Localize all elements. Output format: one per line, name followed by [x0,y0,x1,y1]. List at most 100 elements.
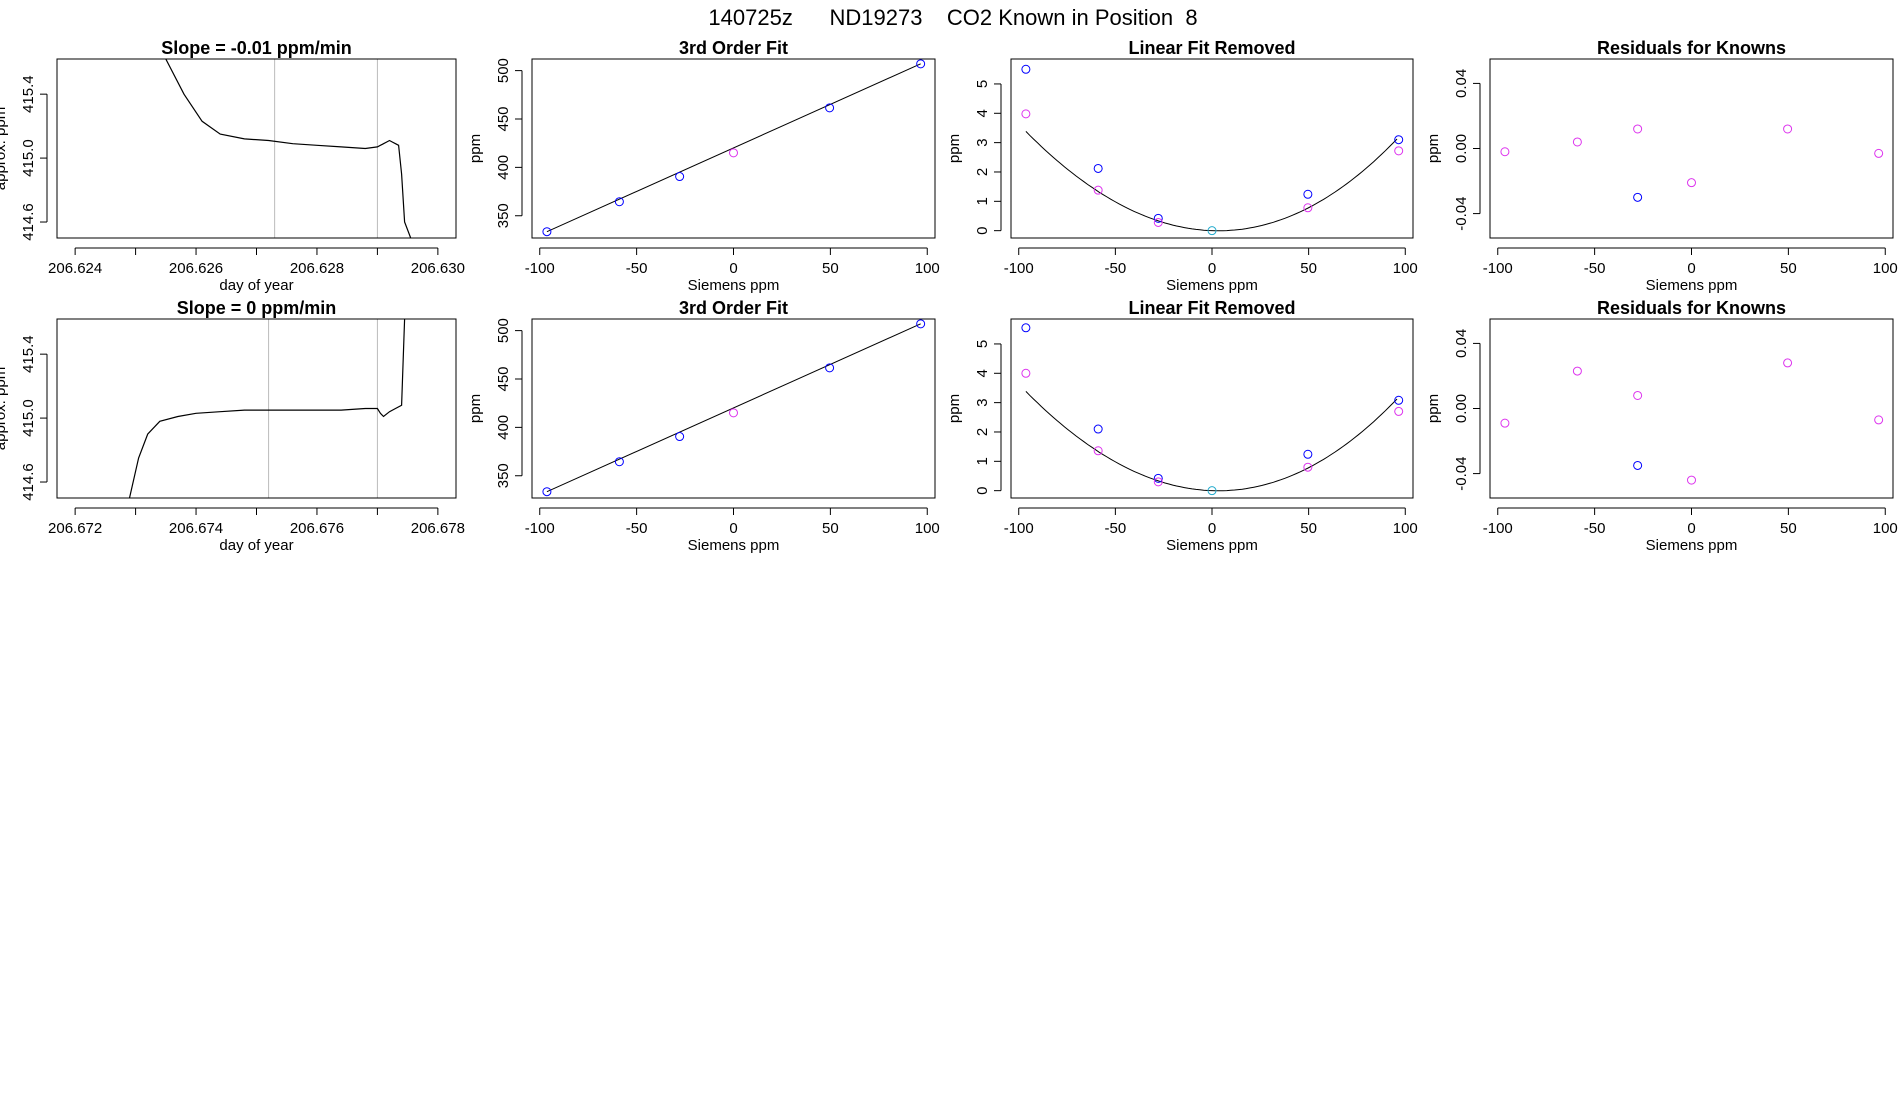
data-point [1093,163,1103,173]
data-point [1572,137,1582,147]
y-axis-label: ppm [946,134,963,163]
data-point [1093,185,1103,195]
page-title: 140725z ND19273 CO2 Known in Position 8 [708,5,1197,30]
plot-frame [531,58,936,239]
chart-title: Linear Fit Removed [1128,38,1295,58]
x-tick-label: -50 [1105,260,1127,277]
x-tick-label: -100 [1483,260,1513,277]
y-tick-label: 350 [495,463,512,488]
x-tick-label: 100 [915,260,940,277]
data-point [729,148,738,158]
data-point [1783,358,1793,368]
y-axis-label: ppm [1425,394,1442,423]
x-tick-label: 206.626 [169,260,223,277]
y-axis-label: ppm [946,394,963,423]
x-tick-label: 206.676 [290,520,344,537]
y-tick-label: 500 [495,58,512,83]
y-tick-label: 400 [495,155,512,180]
y-tick-label: 1 [974,457,991,465]
fit-curve [1025,131,1398,232]
data-point [614,197,624,207]
x-axis-label: Siemens ppm [1166,537,1258,554]
fit-line [546,63,921,233]
plot-frame [1010,318,1414,499]
x-tick-label: -100 [525,520,555,537]
data-trace [165,59,412,238]
x-tick-label: 50 [1780,520,1797,537]
y-tick-label: 414.6 [20,203,37,241]
data-point [1633,124,1643,134]
data-point [916,319,926,329]
plot-area [128,319,406,498]
y-tick-label: 450 [495,106,512,131]
x-tick-label: 206.630 [411,260,465,277]
x-tick-label: 206.672 [48,520,102,537]
x-tick-label: 100 [1393,520,1418,537]
data-point [1303,189,1313,199]
data-point [675,172,685,182]
y-tick-label: 415.0 [20,139,37,177]
y-axis-label: approx. ppm [0,107,9,190]
y-axis-label: ppm [467,394,484,423]
plot-area [1021,323,1404,496]
y-tick-label: 2 [974,168,991,176]
y-tick-label: 0 [974,226,991,234]
x-tick-label: 206.624 [48,260,102,277]
data-point [1303,203,1313,213]
x-tick-label: -100 [1004,260,1034,277]
data-point [1633,192,1643,202]
plot-frame [1489,318,1894,499]
y-tick-label: 400 [495,415,512,440]
x-tick-label: -100 [1483,520,1513,537]
data-point [1874,415,1884,425]
x-tick-label: -50 [626,260,648,277]
y-tick-label: 3 [974,398,991,406]
data-point [1687,178,1696,188]
fit-line [546,323,921,493]
x-tick-label: -50 [1105,520,1127,537]
x-axis-label: Siemens ppm [688,277,780,294]
x-tick-label: 50 [822,260,839,277]
data-point [729,408,738,418]
plot-frame [56,58,457,239]
y-tick-label: 4 [974,109,991,117]
data-trace [128,319,406,498]
plot-area [1500,358,1884,485]
data-point [1021,109,1031,119]
x-axis-label: day of year [219,537,293,554]
data-point [1021,64,1031,74]
data-point [1500,147,1510,157]
x-tick-label: 0 [1208,520,1216,537]
data-point [542,227,552,237]
data-point [1303,462,1313,472]
x-tick-label: -50 [1584,260,1606,277]
chart-panel-2: 3rd Order Fit ppm Siemens ppm -100 -50 0 50 100… [467,38,940,294]
y-tick-label: -0.04 [1453,456,1470,490]
data-point [1153,217,1163,227]
y-tick-label: 350 [495,203,512,228]
y-tick-label: 5 [974,340,991,348]
y-tick-label: 0.00 [1453,394,1470,423]
data-point [1153,473,1163,483]
y-tick-label: 0.00 [1453,134,1470,163]
y-tick-label: 2 [974,428,991,436]
x-axis-label: Siemens ppm [1646,277,1738,294]
plot-frame [1010,58,1414,239]
y-tick-label: 5 [974,80,991,88]
data-point [1687,475,1696,485]
y-axis-label: approx. ppm [0,367,9,450]
plot-area [165,59,412,238]
x-tick-label: 100 [915,520,940,537]
data-point [1394,135,1404,145]
x-tick-label: 0 [1687,520,1695,537]
y-axis-label: ppm [1425,134,1442,163]
x-tick-label: 100 [1873,260,1898,277]
chart-title: Residuals for Knowns [1597,38,1786,58]
data-point [1153,477,1163,487]
y-tick-label: 415.0 [20,399,37,437]
y-tick-label: 415.4 [20,335,37,373]
x-tick-label: 206.628 [290,260,344,277]
x-tick-label: -50 [626,520,648,537]
plot-area [1021,64,1404,236]
